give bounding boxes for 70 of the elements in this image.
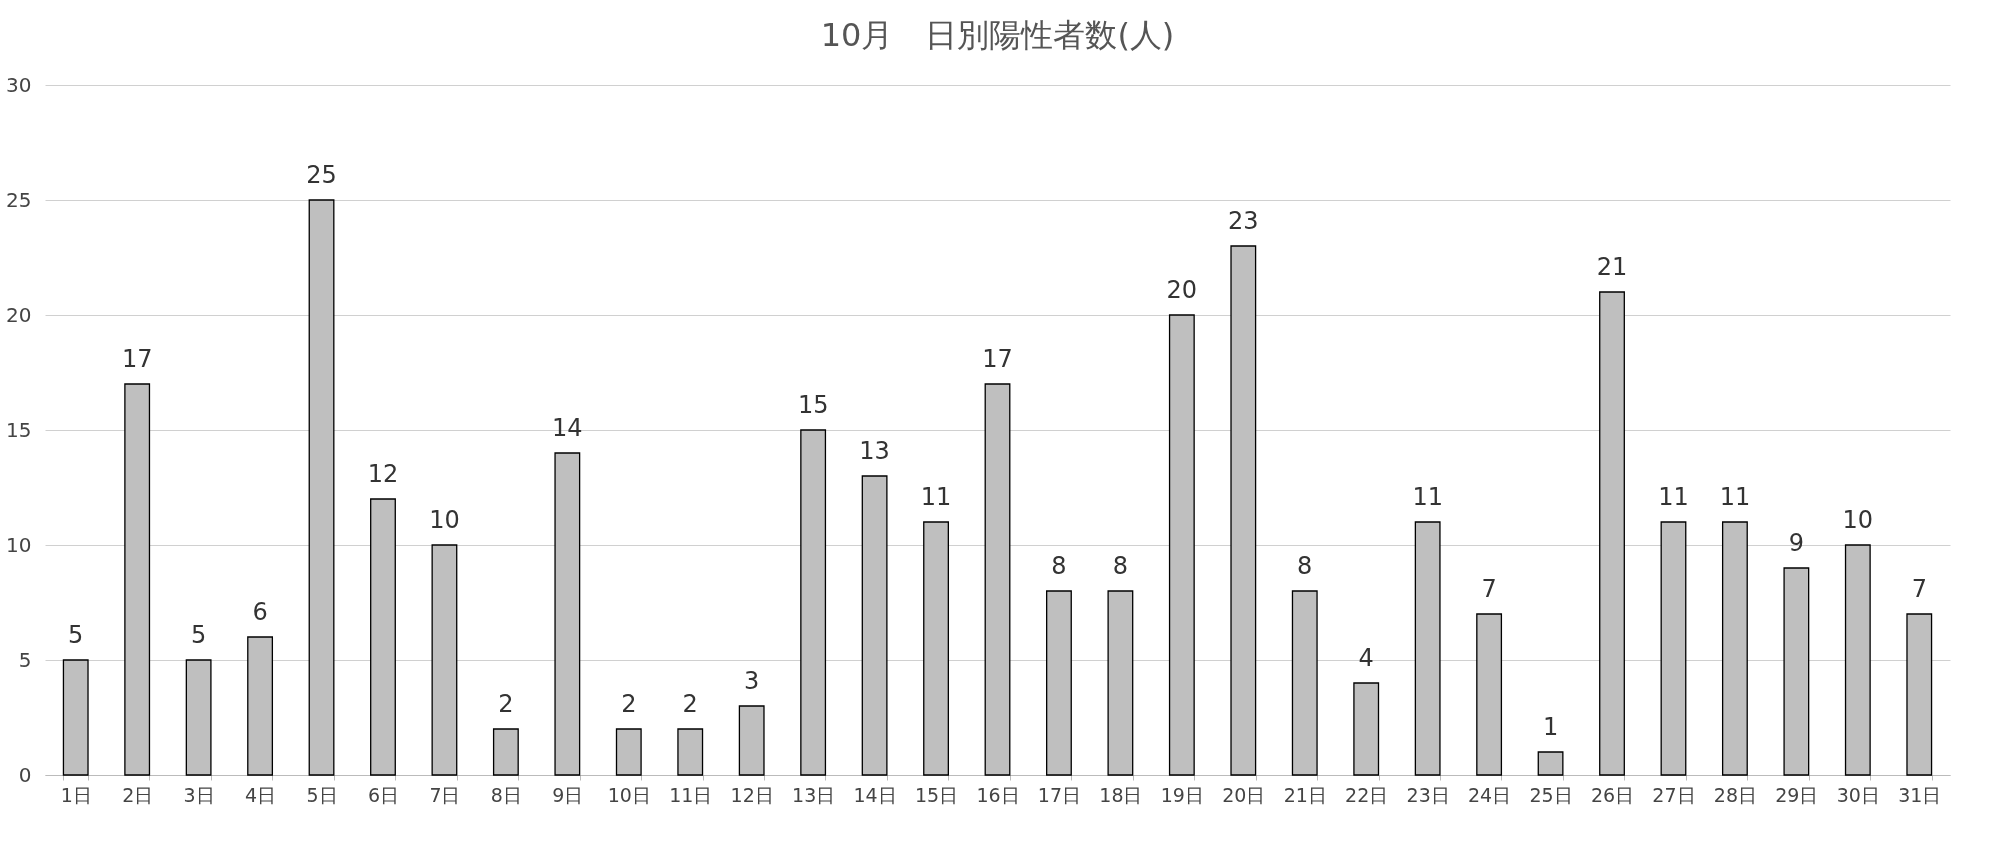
- x-tick-label: 19日: [1160, 783, 1204, 806]
- data-label: 14: [552, 414, 583, 442]
- x-tick-label: 21日: [1283, 783, 1327, 806]
- data-label: 11: [1719, 483, 1751, 511]
- x-tick-label: 15日: [914, 783, 959, 806]
- x-tick-label: 20日: [1222, 783, 1266, 806]
- x-tick-label: 22日: [1345, 783, 1389, 806]
- chart-title: 10月 日別陽性者数(人): [820, 16, 1175, 54]
- data-label: 8: [1051, 552, 1067, 580]
- x-tick-label: 31日: [1898, 783, 1942, 806]
- x-tick-label: 27日: [1652, 783, 1696, 806]
- data-label: 11: [920, 483, 952, 511]
- data-label: 10: [1842, 506, 1874, 534]
- x-tick-label: 16日: [976, 783, 1020, 806]
- x-tick-label: 5日: [306, 783, 338, 806]
- data-label: 5: [190, 621, 207, 649]
- x-tick-label: 23日: [1406, 783, 1450, 806]
- y-tick-label: 15: [6, 417, 32, 442]
- x-tick-label: 14日: [853, 783, 897, 806]
- x-tick-label: 10日: [607, 783, 651, 806]
- y-tick-label: 0: [18, 762, 32, 787]
- x-tick-label: 24日: [1468, 783, 1512, 806]
- data-label: 25: [306, 161, 337, 189]
- data-label: 7: [1911, 575, 1927, 603]
- data-label: 3: [744, 667, 760, 695]
- x-tick-label: 4日: [245, 783, 277, 806]
- y-tick-label: 30: [6, 72, 32, 97]
- data-label: 2: [682, 690, 698, 718]
- data-label: 11: [1658, 483, 1689, 511]
- data-label: 8: [1112, 552, 1129, 580]
- data-label: 20: [1166, 276, 1198, 304]
- data-label: 12: [367, 460, 399, 488]
- data-label: 6: [252, 598, 268, 626]
- x-tick-label: 9日: [552, 783, 584, 806]
- x-tick-label: 3日: [183, 783, 215, 806]
- y-tick-label: 5: [18, 647, 32, 672]
- x-tick-label: 26日: [1590, 783, 1635, 806]
- x-tick-label: 12日: [730, 783, 774, 806]
- data-label: 1: [1542, 713, 1559, 741]
- data-label: 2: [498, 690, 514, 718]
- data-label: 17: [982, 345, 1013, 373]
- data-label: 11: [1412, 483, 1443, 511]
- data-label: 13: [859, 437, 890, 465]
- x-tick-label: 29日: [1775, 783, 1819, 806]
- data-label: 21: [1596, 253, 1628, 281]
- x-tick-label: 6日: [367, 783, 400, 806]
- y-tick-label: 10: [6, 532, 32, 557]
- x-tick-label: 7日: [429, 783, 461, 806]
- data-label: 10: [429, 506, 460, 534]
- y-tick-label: 20: [6, 302, 32, 327]
- data-label: 7: [1481, 575, 1497, 603]
- x-tick-label: 8日: [490, 783, 522, 806]
- data-label: 5: [68, 621, 84, 649]
- data-label: 15: [797, 391, 829, 419]
- data-label: 23: [1228, 207, 1259, 235]
- x-tick-label: 1日: [60, 783, 92, 806]
- data-label: 2: [621, 690, 637, 718]
- data-label: 4: [1358, 644, 1374, 672]
- x-tick-label: 25日: [1529, 783, 1573, 806]
- x-tick-label: 17日: [1037, 783, 1082, 806]
- x-tick-label: 28日: [1713, 783, 1758, 806]
- x-tick-label: 2日: [122, 783, 154, 806]
- x-tick-label: 11日: [669, 783, 713, 806]
- x-tick-label: 13日: [792, 783, 836, 806]
- data-label: 17: [121, 345, 153, 373]
- y-tick-label: 25: [6, 187, 32, 212]
- x-tick-label: 18日: [1099, 783, 1143, 806]
- data-label: 8: [1297, 552, 1313, 580]
- data-label: 9: [1788, 529, 1805, 557]
- x-tick-label: 30日: [1836, 783, 1880, 806]
